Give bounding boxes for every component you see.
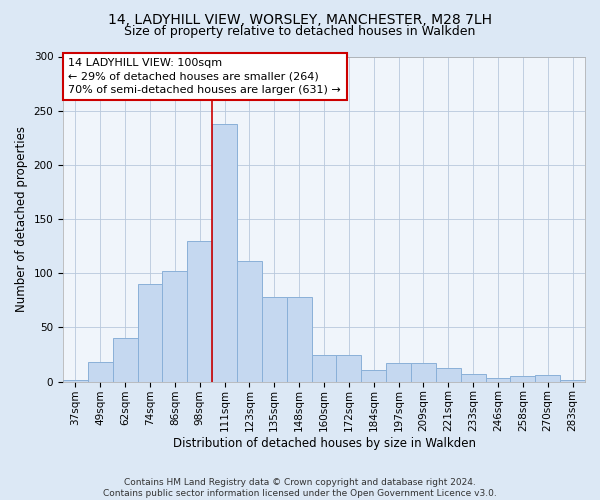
Text: Contains HM Land Registry data © Crown copyright and database right 2024.
Contai: Contains HM Land Registry data © Crown c… — [103, 478, 497, 498]
Bar — [137, 284, 163, 382]
Y-axis label: Number of detached properties: Number of detached properties — [15, 126, 28, 312]
Text: Size of property relative to detached houses in Walkden: Size of property relative to detached ho… — [124, 25, 476, 38]
Bar — [361, 370, 386, 382]
Bar — [485, 378, 511, 382]
Bar — [163, 271, 187, 382]
Text: 14 LADYHILL VIEW: 100sqm
← 29% of detached houses are smaller (264)
70% of semi-: 14 LADYHILL VIEW: 100sqm ← 29% of detach… — [68, 58, 341, 94]
Bar — [535, 375, 560, 382]
Bar — [187, 241, 212, 382]
Bar — [337, 354, 361, 382]
Bar — [436, 368, 461, 382]
Bar — [212, 124, 237, 382]
Bar — [386, 364, 411, 382]
Bar — [311, 354, 337, 382]
Bar — [461, 374, 485, 382]
X-axis label: Distribution of detached houses by size in Walkden: Distribution of detached houses by size … — [173, 437, 476, 450]
Bar — [113, 338, 137, 382]
Bar — [63, 380, 88, 382]
Bar — [262, 297, 287, 382]
Text: 14, LADYHILL VIEW, WORSLEY, MANCHESTER, M28 7LH: 14, LADYHILL VIEW, WORSLEY, MANCHESTER, … — [108, 12, 492, 26]
Bar — [411, 364, 436, 382]
Bar — [287, 297, 311, 382]
Bar — [237, 262, 262, 382]
Bar — [88, 362, 113, 382]
Bar — [511, 376, 535, 382]
Bar — [560, 380, 585, 382]
